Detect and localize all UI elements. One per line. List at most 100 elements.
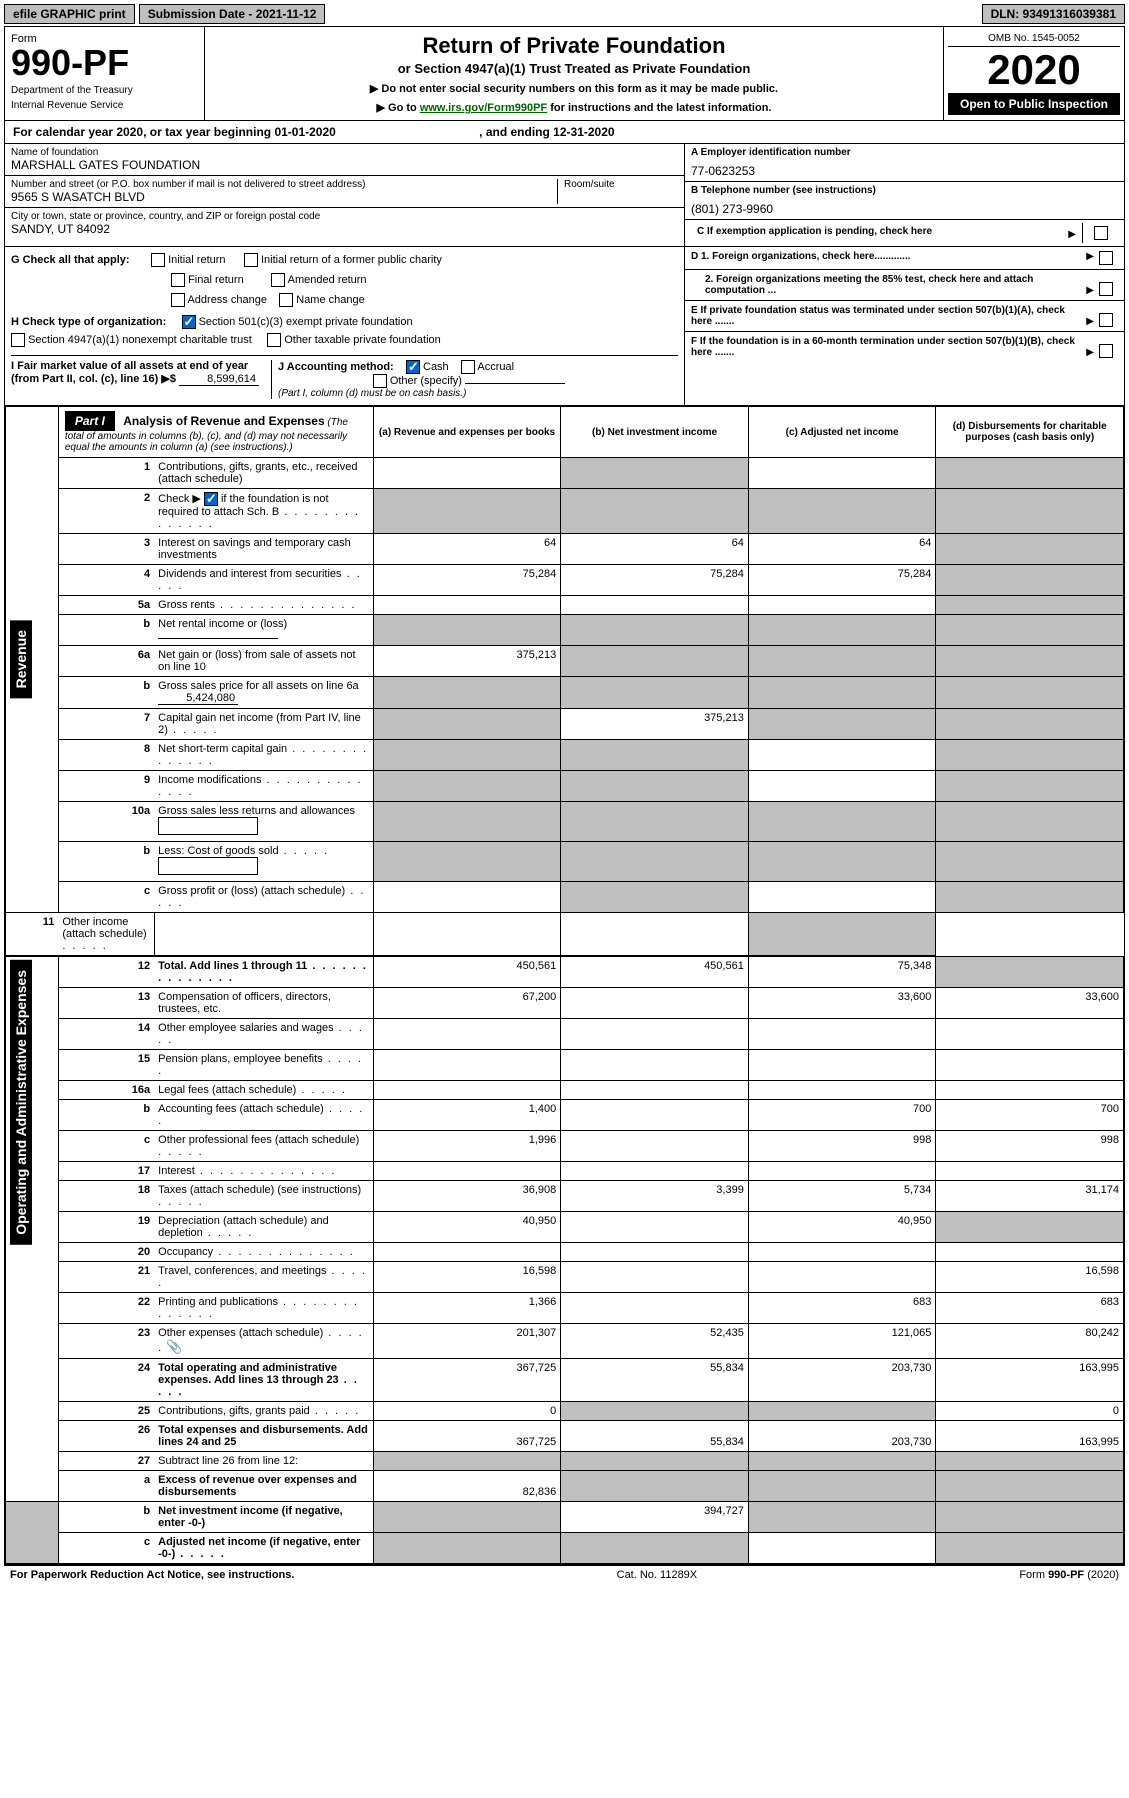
j-note: (Part I, column (d) must be on cash basi… bbox=[278, 388, 678, 399]
e-label: E If private foundation status was termi… bbox=[691, 305, 1086, 327]
r4-desc: Dividends and interest from securities bbox=[154, 565, 373, 596]
r3-desc: Interest on savings and temporary cash i… bbox=[154, 534, 373, 565]
initial-former-label: Initial return of a former public charit… bbox=[261, 254, 442, 266]
final-return-label: Final return bbox=[188, 274, 244, 286]
row-3: 3Interest on savings and temporary cash … bbox=[6, 534, 1124, 565]
g-row: G Check all that apply: Initial return I… bbox=[11, 253, 678, 267]
r11-desc: Other income (attach schedule) bbox=[58, 913, 154, 957]
r27a-desc: Excess of revenue over expenses and disb… bbox=[154, 1471, 373, 1502]
row-8: 8Net short-term capital gain bbox=[6, 740, 1124, 771]
h-501c3-label: Section 501(c)(3) exempt private foundat… bbox=[199, 316, 413, 328]
spacer bbox=[329, 4, 977, 24]
row-25: 25Contributions, gifts, grants paid00 bbox=[6, 1402, 1124, 1421]
c-checkbox[interactable] bbox=[1094, 226, 1108, 240]
f-checkbox[interactable] bbox=[1099, 344, 1113, 358]
col-b-header: (b) Net investment income bbox=[561, 407, 749, 458]
note2-pre: ▶ Go to bbox=[377, 102, 420, 114]
footer: For Paperwork Reduction Act Notice, see … bbox=[4, 1565, 1125, 1584]
r24-d: 163,995 bbox=[936, 1359, 1124, 1402]
final-return-checkbox[interactable] bbox=[171, 273, 185, 287]
r26-d: 163,995 bbox=[936, 1421, 1124, 1452]
name-change-checkbox[interactable] bbox=[279, 293, 293, 307]
footer-right: Form Form 990-PF (2020)990-PF (2020) bbox=[1019, 1569, 1119, 1581]
r18-a: 36,908 bbox=[373, 1181, 561, 1212]
r13-d: 33,600 bbox=[936, 988, 1124, 1019]
row-14: 14Other employee salaries and wages bbox=[6, 1019, 1124, 1050]
r14-num: 14 bbox=[58, 1019, 154, 1050]
r5b-field[interactable] bbox=[158, 638, 278, 639]
header-left: Form 990-PF Department of the Treasury I… bbox=[5, 27, 205, 120]
r12-desc: Total. Add lines 1 through 11 bbox=[154, 956, 373, 988]
r22-a: 1,366 bbox=[373, 1293, 561, 1324]
city-label: City or town, state or province, country… bbox=[11, 211, 678, 222]
part1-header-cell: Part I Analysis of Revenue and Expenses … bbox=[58, 407, 373, 458]
dln-button[interactable]: DLN: 93491316039381 bbox=[982, 4, 1125, 24]
row-21: 21Travel, conferences, and meetings16,59… bbox=[6, 1262, 1124, 1293]
efile-button[interactable]: efile GRAPHIC print bbox=[4, 4, 135, 24]
initial-former-checkbox[interactable] bbox=[244, 253, 258, 267]
h-other-checkbox[interactable] bbox=[267, 333, 281, 347]
initial-return-checkbox[interactable] bbox=[151, 253, 165, 267]
j-other-field[interactable] bbox=[465, 383, 565, 384]
expenses-side-label-cell: Operating and Administrative Expenses bbox=[6, 956, 59, 1502]
row-16c: cOther professional fees (attach schedul… bbox=[6, 1131, 1124, 1162]
r10a-num: 10a bbox=[58, 802, 154, 842]
d2-checkbox[interactable] bbox=[1099, 282, 1113, 296]
e-checkbox[interactable] bbox=[1099, 313, 1113, 327]
r23-b: 52,435 bbox=[561, 1324, 749, 1359]
row-26: 26Total expenses and disbursements. Add … bbox=[6, 1421, 1124, 1452]
c-label: C If exemption application is pending, c… bbox=[691, 223, 1062, 243]
revenue-side-label-cell: Revenue bbox=[6, 407, 59, 913]
j-accrual-checkbox[interactable] bbox=[461, 360, 475, 374]
d1-checkbox[interactable] bbox=[1099, 251, 1113, 265]
row-2: 2Check ▶ if the foundation is not requir… bbox=[6, 489, 1124, 534]
attachment-icon[interactable]: 📎 bbox=[166, 1339, 182, 1354]
r20-desc: Occupancy bbox=[154, 1243, 373, 1262]
row-24: 24Total operating and administrative exp… bbox=[6, 1359, 1124, 1402]
j-other-checkbox[interactable] bbox=[373, 374, 387, 388]
calendar-year-row: For calendar year 2020, or tax year begi… bbox=[5, 121, 1124, 144]
ident-right: A Employer identification number 77-0623… bbox=[684, 144, 1124, 246]
amended-checkbox[interactable] bbox=[271, 273, 285, 287]
r19-c: 40,950 bbox=[748, 1212, 936, 1243]
part1-title: Analysis of Revenue and Expenses bbox=[123, 414, 324, 428]
r16c-desc: Other professional fees (attach schedule… bbox=[154, 1131, 373, 1162]
r26-b: 55,834 bbox=[561, 1421, 749, 1452]
row-6b: bGross sales price for all assets on lin… bbox=[6, 677, 1124, 709]
d2-row: 2. Foreign organizations meeting the 85%… bbox=[685, 270, 1124, 301]
row-16a: 16aLegal fees (attach schedule) bbox=[6, 1081, 1124, 1100]
r15-desc: Pension plans, employee benefits bbox=[154, 1050, 373, 1081]
r2-checkbox[interactable] bbox=[204, 492, 218, 506]
h-4947-checkbox[interactable] bbox=[11, 333, 25, 347]
r25-a: 0 bbox=[373, 1402, 561, 1421]
h-501c3-checkbox[interactable] bbox=[182, 315, 196, 329]
name-label: Name of foundation bbox=[11, 147, 678, 158]
submission-date-button[interactable]: Submission Date - 2021-11-12 bbox=[139, 4, 326, 24]
r14-desc: Other employee salaries and wages bbox=[154, 1019, 373, 1050]
r18-b: 3,399 bbox=[561, 1181, 749, 1212]
r10a-field[interactable] bbox=[158, 817, 258, 835]
j-box: J Accounting method: Cash Accrual Other … bbox=[271, 360, 678, 399]
r10b-field[interactable] bbox=[158, 857, 258, 875]
form-note-link: ▶ Go to www.irs.gov/Form990PF for instru… bbox=[211, 101, 937, 114]
cal-year-a: For calendar year 2020, or tax year begi… bbox=[13, 125, 336, 139]
r18-c: 5,734 bbox=[748, 1181, 936, 1212]
r27a-a: 82,836 bbox=[373, 1471, 561, 1502]
revenue-side-label: Revenue bbox=[10, 620, 32, 698]
row-7: 7Capital gain net income (from Part IV, … bbox=[6, 709, 1124, 740]
r9-num: 9 bbox=[58, 771, 154, 802]
row-15: 15Pension plans, employee benefits bbox=[6, 1050, 1124, 1081]
check-right: D 1. Foreign organizations, check here..… bbox=[684, 247, 1124, 405]
form990pf-link[interactable]: www.irs.gov/Form990PF bbox=[420, 102, 547, 114]
addr-change-checkbox[interactable] bbox=[171, 293, 185, 307]
j-cash-checkbox[interactable] bbox=[406, 360, 420, 374]
i-box: I Fair market value of all assets at end… bbox=[11, 360, 271, 399]
address-box: Number and street (or P.O. box number if… bbox=[11, 179, 558, 204]
r9-desc: Income modifications bbox=[154, 771, 373, 802]
c-checkbox-wrap bbox=[1082, 223, 1118, 243]
r21-desc: Travel, conferences, and meetings bbox=[154, 1262, 373, 1293]
r16b-desc: Accounting fees (attach schedule) bbox=[154, 1100, 373, 1131]
r3-num: 3 bbox=[58, 534, 154, 565]
footer-left: For Paperwork Reduction Act Notice, see … bbox=[10, 1569, 294, 1581]
dept-treasury: Department of the Treasury bbox=[11, 85, 198, 96]
